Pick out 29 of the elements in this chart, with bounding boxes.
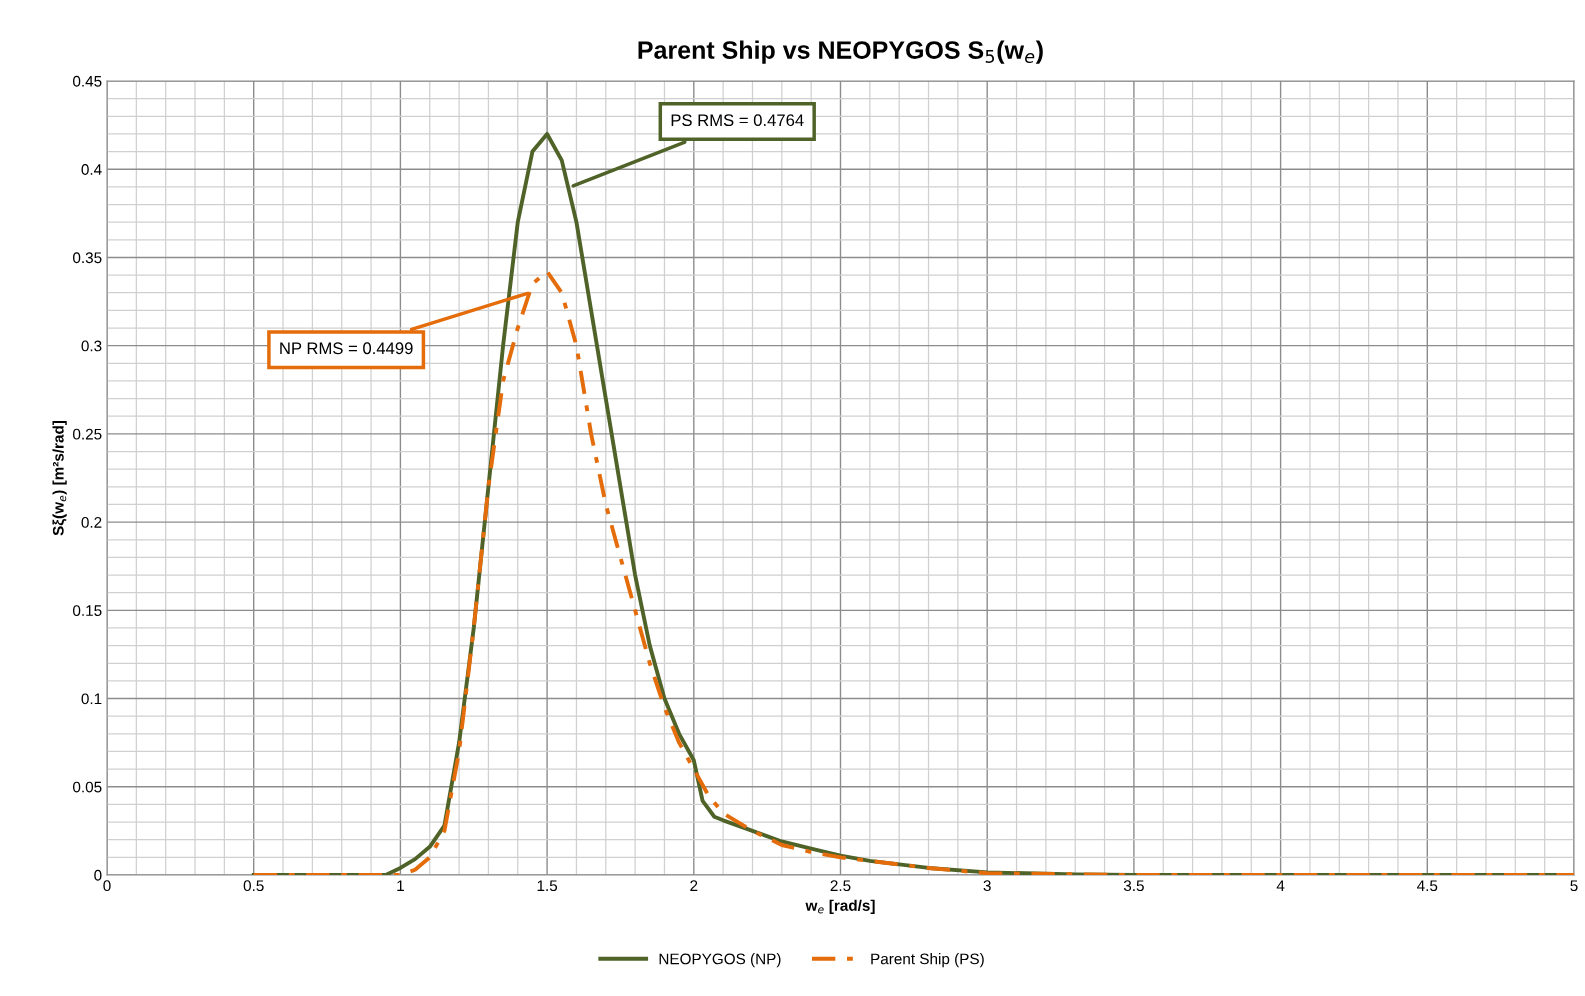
y-tick-label: 0 — [94, 869, 102, 881]
y-tick-label: 0.3 — [81, 340, 102, 352]
line-series — [251, 269, 1574, 875]
y-tick-label: 0.05 — [73, 781, 102, 793]
legend-label: Parent Ship (PS) — [871, 953, 984, 968]
annotation: PS RMS = 0.4764 — [671, 114, 804, 127]
x-axis-title: w$_{e}$ [rad/s] — [805, 899, 875, 914]
y-tick-label: 0.4 — [81, 164, 102, 175]
x-tick-label: 0.5 — [243, 880, 264, 892]
y-tick-label: 0.35 — [73, 252, 102, 264]
annotation: NP RMS = 0.4499 — [280, 342, 413, 355]
x-tick-label: 1.5 — [537, 880, 558, 892]
y-tick-label: 0.25 — [73, 428, 102, 440]
chart-title: Parent Ship vs NEOPYGOS S$_{5}$(w$_{e}$) — [638, 40, 1043, 64]
legend-label: NEOPYGOS (NP) — [659, 953, 781, 968]
y-tick-label: 0.45 — [73, 75, 102, 87]
x-tick-label: 2.5 — [830, 880, 851, 892]
x-tick-label: 3 — [983, 880, 991, 892]
x-tick-label: 5 — [1570, 880, 1578, 892]
x-tick-label: 0 — [103, 880, 111, 892]
y-tick-label: 0.1 — [81, 693, 102, 705]
x-tick-label: 3.5 — [1123, 880, 1144, 892]
y-axis-title: Sξ(w$_{e}$) [m²s/rad] — [52, 420, 67, 536]
x-tick-label: 4 — [1276, 880, 1285, 891]
y-tick-label: 0.2 — [81, 516, 102, 528]
y-tick-label: 0.15 — [73, 605, 102, 617]
x-tick-label: 2 — [690, 880, 698, 891]
x-tick-label: 4.5 — [1417, 880, 1438, 892]
x-tick-label: 1 — [397, 880, 404, 891]
